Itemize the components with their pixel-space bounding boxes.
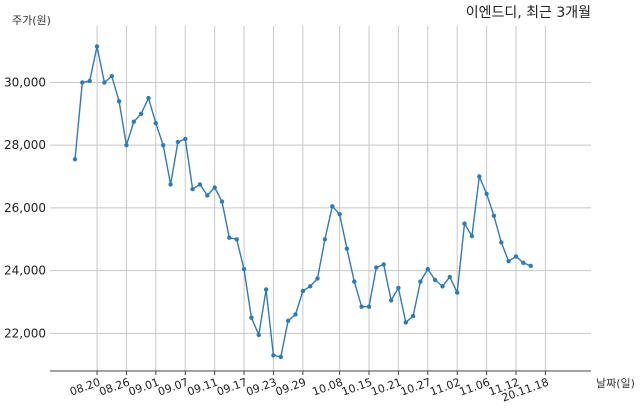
data-point: [94, 44, 100, 49]
data-point: [168, 182, 173, 187]
data-point: [484, 191, 489, 196]
data-point: [447, 274, 452, 280]
data-point: [256, 332, 261, 338]
y-tick-label: 28,000: [4, 138, 46, 152]
data-point: [462, 221, 467, 226]
data-point: [381, 262, 386, 267]
price-series-points: [72, 44, 533, 360]
data-point: [521, 260, 526, 265]
data-point: [300, 288, 306, 294]
x-axis-label: 날짜(일): [596, 376, 635, 390]
data-point: [72, 157, 78, 162]
data-point: [513, 254, 519, 259]
y-tick-label: 30,000: [4, 75, 46, 89]
data-point: [227, 235, 232, 240]
chart-title: 이엔드디, 최근 3개월: [466, 5, 591, 21]
data-point: [102, 80, 107, 85]
data-point: [241, 266, 247, 272]
data-point: [263, 287, 269, 292]
data-point: [528, 263, 533, 269]
data-point: [506, 259, 511, 264]
y-tick-label: 22,000: [4, 326, 46, 340]
y-tick-label: 26,000: [4, 201, 46, 215]
data-point: [190, 186, 195, 192]
data-point: [477, 174, 482, 179]
data-point: [403, 320, 408, 325]
data-point: [352, 279, 357, 284]
data-point: [396, 285, 401, 291]
data-point: [322, 237, 328, 242]
grid: [50, 26, 591, 371]
data-point: [124, 143, 129, 148]
y-tick-label: 24,000: [4, 264, 46, 278]
data-point: [271, 353, 276, 358]
data-point: [197, 182, 203, 187]
data-point: [410, 313, 416, 319]
data-point: [499, 240, 504, 245]
x-tick-labels: 08.2008.2609.0109.0709.1109.1709.2309.29…: [68, 376, 550, 405]
data-point: [205, 193, 210, 198]
data-point: [285, 318, 291, 323]
data-point: [293, 312, 298, 317]
data-point: [432, 277, 438, 283]
data-point: [308, 284, 313, 289]
data-point: [161, 143, 166, 148]
data-point: [212, 185, 217, 190]
y-tick-labels: 22,000 24,000 26,000 28,000 30,000: [4, 75, 46, 340]
data-point: [344, 246, 350, 251]
data-point: [109, 74, 115, 79]
data-point: [374, 265, 379, 270]
data-point: [80, 80, 85, 85]
x-tick-label: 09.29: [274, 376, 308, 399]
data-point: [366, 304, 372, 309]
data-point: [116, 99, 122, 104]
data-point: [153, 121, 158, 126]
data-point: [219, 199, 225, 204]
data-point: [388, 298, 394, 303]
axes: [50, 370, 591, 375]
data-point: [455, 290, 460, 295]
data-point: [330, 204, 335, 209]
data-point: [278, 354, 283, 360]
data-point: [87, 78, 92, 84]
data-point: [146, 95, 151, 101]
data-point: [138, 111, 144, 117]
data-point: [440, 284, 445, 289]
data-point: [234, 237, 239, 242]
data-point: [491, 213, 497, 218]
data-point: [249, 315, 254, 320]
data-point: [469, 233, 475, 239]
data-point: [425, 266, 430, 272]
data-point: [337, 212, 342, 217]
data-point: [315, 276, 320, 281]
data-point: [418, 279, 423, 284]
data-point: [175, 139, 181, 145]
data-point: [131, 119, 136, 124]
data-point: [183, 136, 188, 142]
y-axis-label: 주가(원): [12, 14, 51, 27]
data-point: [359, 304, 364, 309]
